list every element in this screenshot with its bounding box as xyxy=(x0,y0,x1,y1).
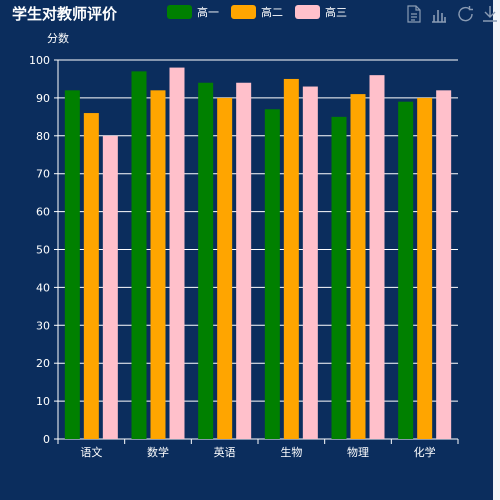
y-tick-label: 0 xyxy=(43,433,50,446)
x-tick-label: 生物 xyxy=(280,445,302,459)
y-tick-label: 20 xyxy=(36,357,50,370)
x-tick-label: 化学 xyxy=(414,445,436,459)
bar-高三-英语[interactable] xyxy=(236,82,252,440)
legend-item-1[interactable]: 高二 xyxy=(231,5,283,19)
y-tick-label: 90 xyxy=(36,92,50,105)
bar-chart-icon[interactable] xyxy=(432,10,446,23)
bar-高三-化学[interactable] xyxy=(436,90,452,439)
legend-swatch-1 xyxy=(231,5,256,19)
bar-高二-生物[interactable] xyxy=(283,78,299,439)
legend-swatch-0 xyxy=(167,5,192,19)
bar-高二-物理[interactable] xyxy=(350,94,366,440)
legend-label-0: 高一 xyxy=(197,5,219,19)
y-tick-label: 30 xyxy=(36,319,50,332)
bar-高二-化学[interactable] xyxy=(417,97,433,440)
legend-item-2[interactable]: 高三 xyxy=(295,5,347,19)
bar-高二-语文[interactable] xyxy=(83,113,99,439)
x-tick-label: 数学 xyxy=(147,445,169,459)
bar-高二-数学[interactable] xyxy=(150,90,166,439)
bar-高一-数学[interactable] xyxy=(131,71,147,440)
legend-swatch-2 xyxy=(295,5,320,19)
y-tick-label: 70 xyxy=(36,168,50,181)
bar-高三-生物[interactable] xyxy=(302,86,318,439)
bar-高一-语文[interactable] xyxy=(64,90,80,439)
bar-高一-英语[interactable] xyxy=(198,82,214,440)
x-tick-label: 语文 xyxy=(80,445,102,459)
data-view-icon[interactable] xyxy=(407,5,421,23)
y-axis-name: 分数 xyxy=(47,32,69,45)
bar-高一-生物[interactable] xyxy=(264,109,280,440)
y-tick-label: 60 xyxy=(36,206,50,219)
legend-label-1: 高二 xyxy=(261,5,283,19)
x-tick-label: 英语 xyxy=(214,445,236,459)
bar-高二-英语[interactable] xyxy=(217,97,233,440)
y-tick-label: 10 xyxy=(36,395,50,408)
toolbox xyxy=(407,5,497,23)
bar-高三-数学[interactable] xyxy=(169,67,185,439)
y-tick-label: 80 xyxy=(36,130,50,143)
legend-label-2: 高三 xyxy=(325,5,347,19)
legend: 高一 高二 高三 xyxy=(167,5,347,19)
bar-高三-语文[interactable] xyxy=(102,135,118,440)
legend-item-0[interactable]: 高一 xyxy=(167,5,219,19)
restore-icon[interactable] xyxy=(458,6,473,22)
chart-title: 学生对教师评价 xyxy=(12,5,118,23)
y-tick-label: 50 xyxy=(36,244,50,257)
x-tick-label: 物理 xyxy=(347,445,369,459)
download-icon[interactable] xyxy=(483,6,497,22)
right-edge-strip xyxy=(493,0,500,500)
bar-高三-物理[interactable] xyxy=(369,75,385,439)
y-tick-label: 100 xyxy=(29,54,50,67)
bar-高一-物理[interactable] xyxy=(331,116,347,439)
bar-高一-化学[interactable] xyxy=(398,101,414,439)
y-tick-label: 40 xyxy=(36,281,50,294)
plot-area: 0 10 20 30 40 50 60 70 80 90 100 语文 数学 英语 生物 物理 化学 xyxy=(29,54,459,459)
